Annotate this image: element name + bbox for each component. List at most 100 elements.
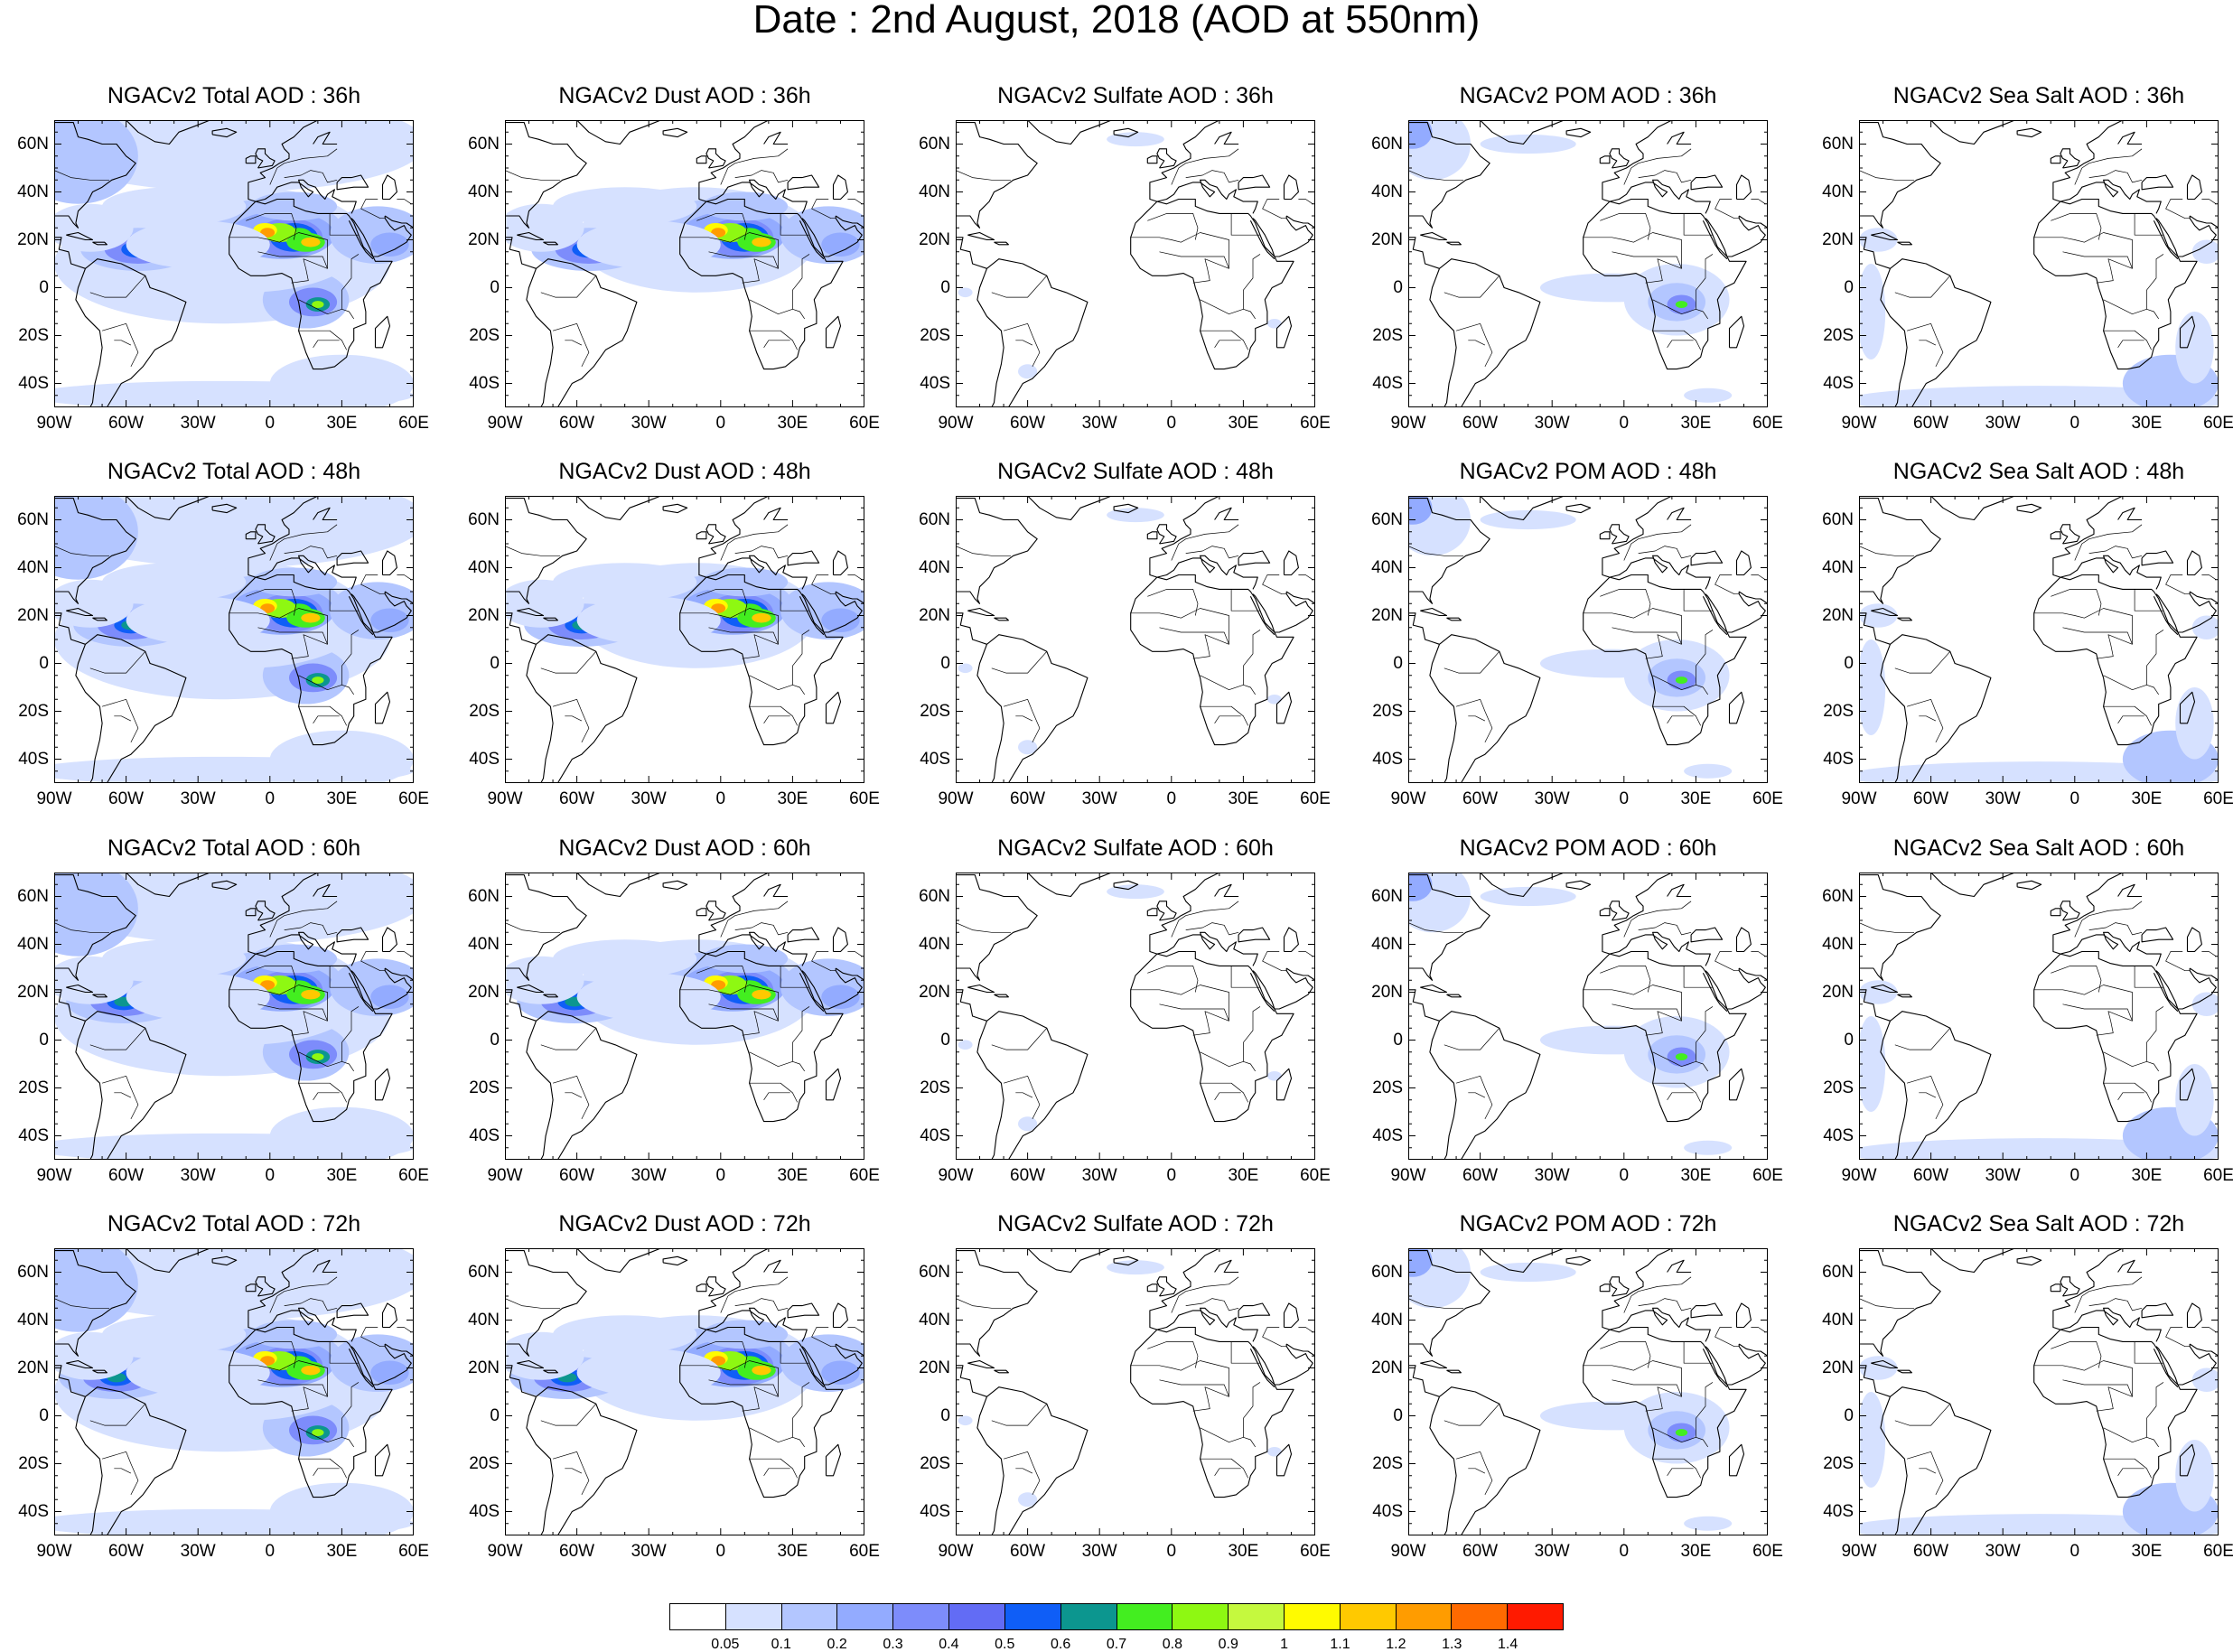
aod-map <box>1408 873 1768 1160</box>
coastline <box>384 591 414 604</box>
colorbar-swatch <box>1396 1604 1453 1629</box>
country-border <box>1683 1341 1713 1364</box>
country-border <box>1696 1436 1708 1448</box>
coastline <box>75 644 103 783</box>
lat-tick-label: 60N <box>919 134 950 154</box>
coastline <box>85 634 187 783</box>
country-border <box>1667 340 1694 348</box>
country-border <box>1456 322 1493 368</box>
lat-tick-label: 20N <box>17 229 49 249</box>
country-border <box>1468 1092 1486 1098</box>
lon-tick-label: 30E <box>1228 1542 1259 1561</box>
country-border <box>1894 275 1951 298</box>
coastline <box>2016 880 2042 891</box>
aod-contour <box>269 354 414 407</box>
map-plot <box>1859 1248 2219 1535</box>
country-border <box>708 1379 779 1397</box>
lat-tick-label: 0 <box>39 277 49 297</box>
panel-title: NGACv2 Sulfate AOD : 60h <box>997 835 1274 861</box>
lat-tick-label: 20N <box>468 229 500 249</box>
coastline <box>832 927 848 953</box>
coastline <box>1667 883 1692 898</box>
coastline <box>1238 174 1271 191</box>
coastline <box>956 612 987 645</box>
country-border <box>749 330 799 350</box>
map-plot <box>1859 873 2219 1160</box>
country-border <box>2146 684 2159 695</box>
lat-tick-label: 60N <box>17 509 49 529</box>
coastline <box>245 908 257 917</box>
country-border <box>2134 213 2163 236</box>
coastline <box>505 122 587 229</box>
coastline <box>384 1343 414 1357</box>
coastline <box>2060 1307 2162 1342</box>
coastline <box>1275 1068 1293 1101</box>
coastline <box>85 1386 187 1535</box>
coastline <box>2186 174 2202 201</box>
country-border <box>1894 1028 1951 1050</box>
lat-tick-label: 20N <box>919 982 950 1002</box>
coastline <box>1420 607 1448 617</box>
coastline <box>1609 1307 1711 1342</box>
map-plot <box>54 120 414 407</box>
coastline <box>348 1349 374 1388</box>
country-border <box>540 651 597 674</box>
lat-tick-label: 20S <box>469 1078 500 1097</box>
lat-tick-label: 40S <box>920 749 950 769</box>
country-border <box>2033 232 2133 284</box>
coastline <box>1859 498 1941 604</box>
coastline <box>1439 258 1541 407</box>
country-border <box>1243 1436 1256 1448</box>
country-border <box>102 1451 139 1496</box>
coastline <box>75 1021 103 1160</box>
country-border <box>1200 1458 1249 1479</box>
country-border <box>1130 232 1229 284</box>
colorbar-swatch <box>1060 1604 1117 1629</box>
lon-tick-label: 0 <box>265 1166 276 1185</box>
map-plot <box>505 496 864 783</box>
lon-tick-label: 30E <box>777 414 808 433</box>
lat-tick-label: 20S <box>18 1078 49 1097</box>
country-border <box>246 966 297 993</box>
map-plot <box>505 120 864 407</box>
colorbar-swatch <box>1004 1604 1061 1629</box>
country-border <box>114 1092 132 1098</box>
lon-tick-label: 60W <box>1010 1166 1046 1185</box>
country-border <box>2201 574 2217 581</box>
panel-title: NGACv2 Dust AOD : 48h <box>558 459 811 484</box>
coastline <box>255 179 357 214</box>
lat-tick-label: 40S <box>1823 749 1854 769</box>
coastline <box>1446 994 1462 998</box>
lon-tick-label: 0 <box>715 1542 726 1561</box>
country-border <box>1638 922 1692 936</box>
colorbar-label: 0.1 <box>771 1637 791 1652</box>
country-border <box>720 524 789 561</box>
lat-tick-label: 40S <box>18 1125 49 1145</box>
country-border <box>679 985 779 1036</box>
country-border <box>1159 1003 1229 1022</box>
lat-tick-label: 40N <box>17 1310 49 1330</box>
coastline <box>374 315 391 349</box>
aod-contour <box>1859 228 1898 252</box>
country-border <box>2033 1360 2133 1412</box>
country-border <box>505 170 560 181</box>
country-border <box>1583 608 1682 659</box>
country-border <box>329 589 359 611</box>
country-border <box>298 1006 360 1068</box>
aod-map <box>505 496 864 783</box>
coastline <box>662 503 688 514</box>
country-border <box>696 1341 748 1368</box>
coastline <box>2050 1283 2061 1293</box>
aod-contour <box>312 301 324 309</box>
map-plot <box>956 496 1315 783</box>
country-border <box>54 1298 109 1309</box>
coastline <box>705 179 808 214</box>
panel-title: NGACv2 Total AOD : 48h <box>107 459 361 484</box>
country-border <box>1004 1075 1041 1120</box>
country-border <box>1600 1341 1651 1368</box>
coastline <box>1859 1365 1891 1397</box>
lon-tick-label: 60W <box>559 1542 595 1561</box>
lon-tick-label: 30E <box>2131 414 2163 433</box>
lat-tick-label: 0 <box>940 1030 950 1050</box>
country-border <box>284 170 338 183</box>
